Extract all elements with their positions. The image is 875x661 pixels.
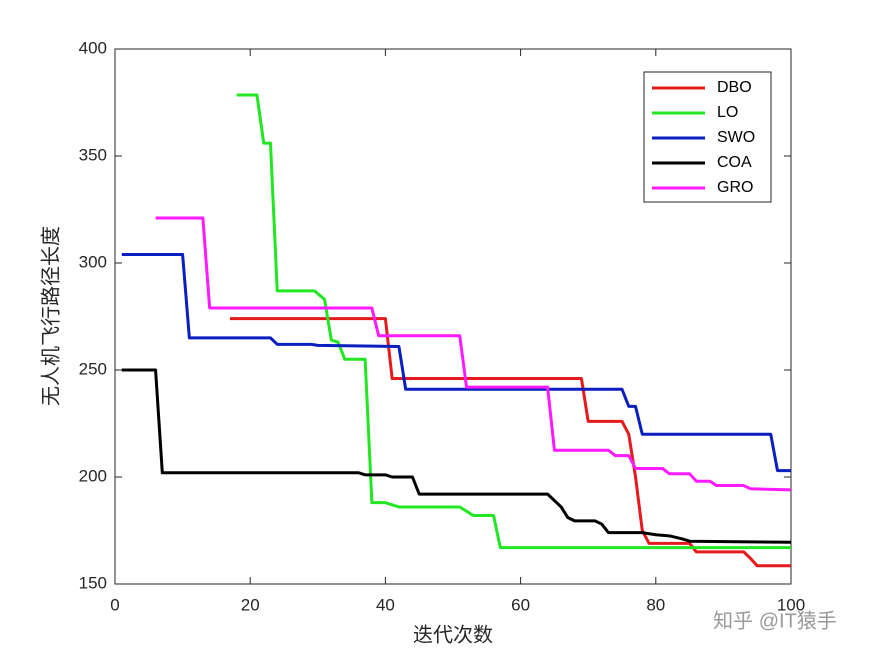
series-line [121,368,792,544]
x-axis-label: 迭代次数 [413,623,493,646]
x-tick-label: 20 [241,595,260,614]
y-tick-label: 400 [79,38,107,57]
y-axis-label: 无人机飞行路径长度 [39,226,62,406]
y-tick-label: 350 [79,145,107,164]
x-tick-label: 40 [376,595,395,614]
plot-area [114,48,792,585]
y-tick-label: 200 [79,466,107,485]
y-tick-label: 300 [79,252,107,271]
x-tick-label: 60 [511,595,530,614]
series-line [229,317,791,568]
watermark: 知乎 @IT猿手 [713,609,837,632]
series-line [121,252,791,473]
series-line [236,93,791,550]
legend-label: SWO [717,129,755,146]
legend-label: DBO [717,79,752,96]
series-line [155,216,792,492]
y-tick-label: 150 [79,573,107,592]
x-tick-label: 0 [110,595,119,614]
legend-label: LO [717,104,738,121]
legend-label: COA [717,154,752,171]
legend-label: GRO [717,179,753,196]
x-tick-label: 100 [777,595,805,614]
y-tick-label: 250 [79,359,107,378]
x-tick-label: 80 [646,595,665,614]
